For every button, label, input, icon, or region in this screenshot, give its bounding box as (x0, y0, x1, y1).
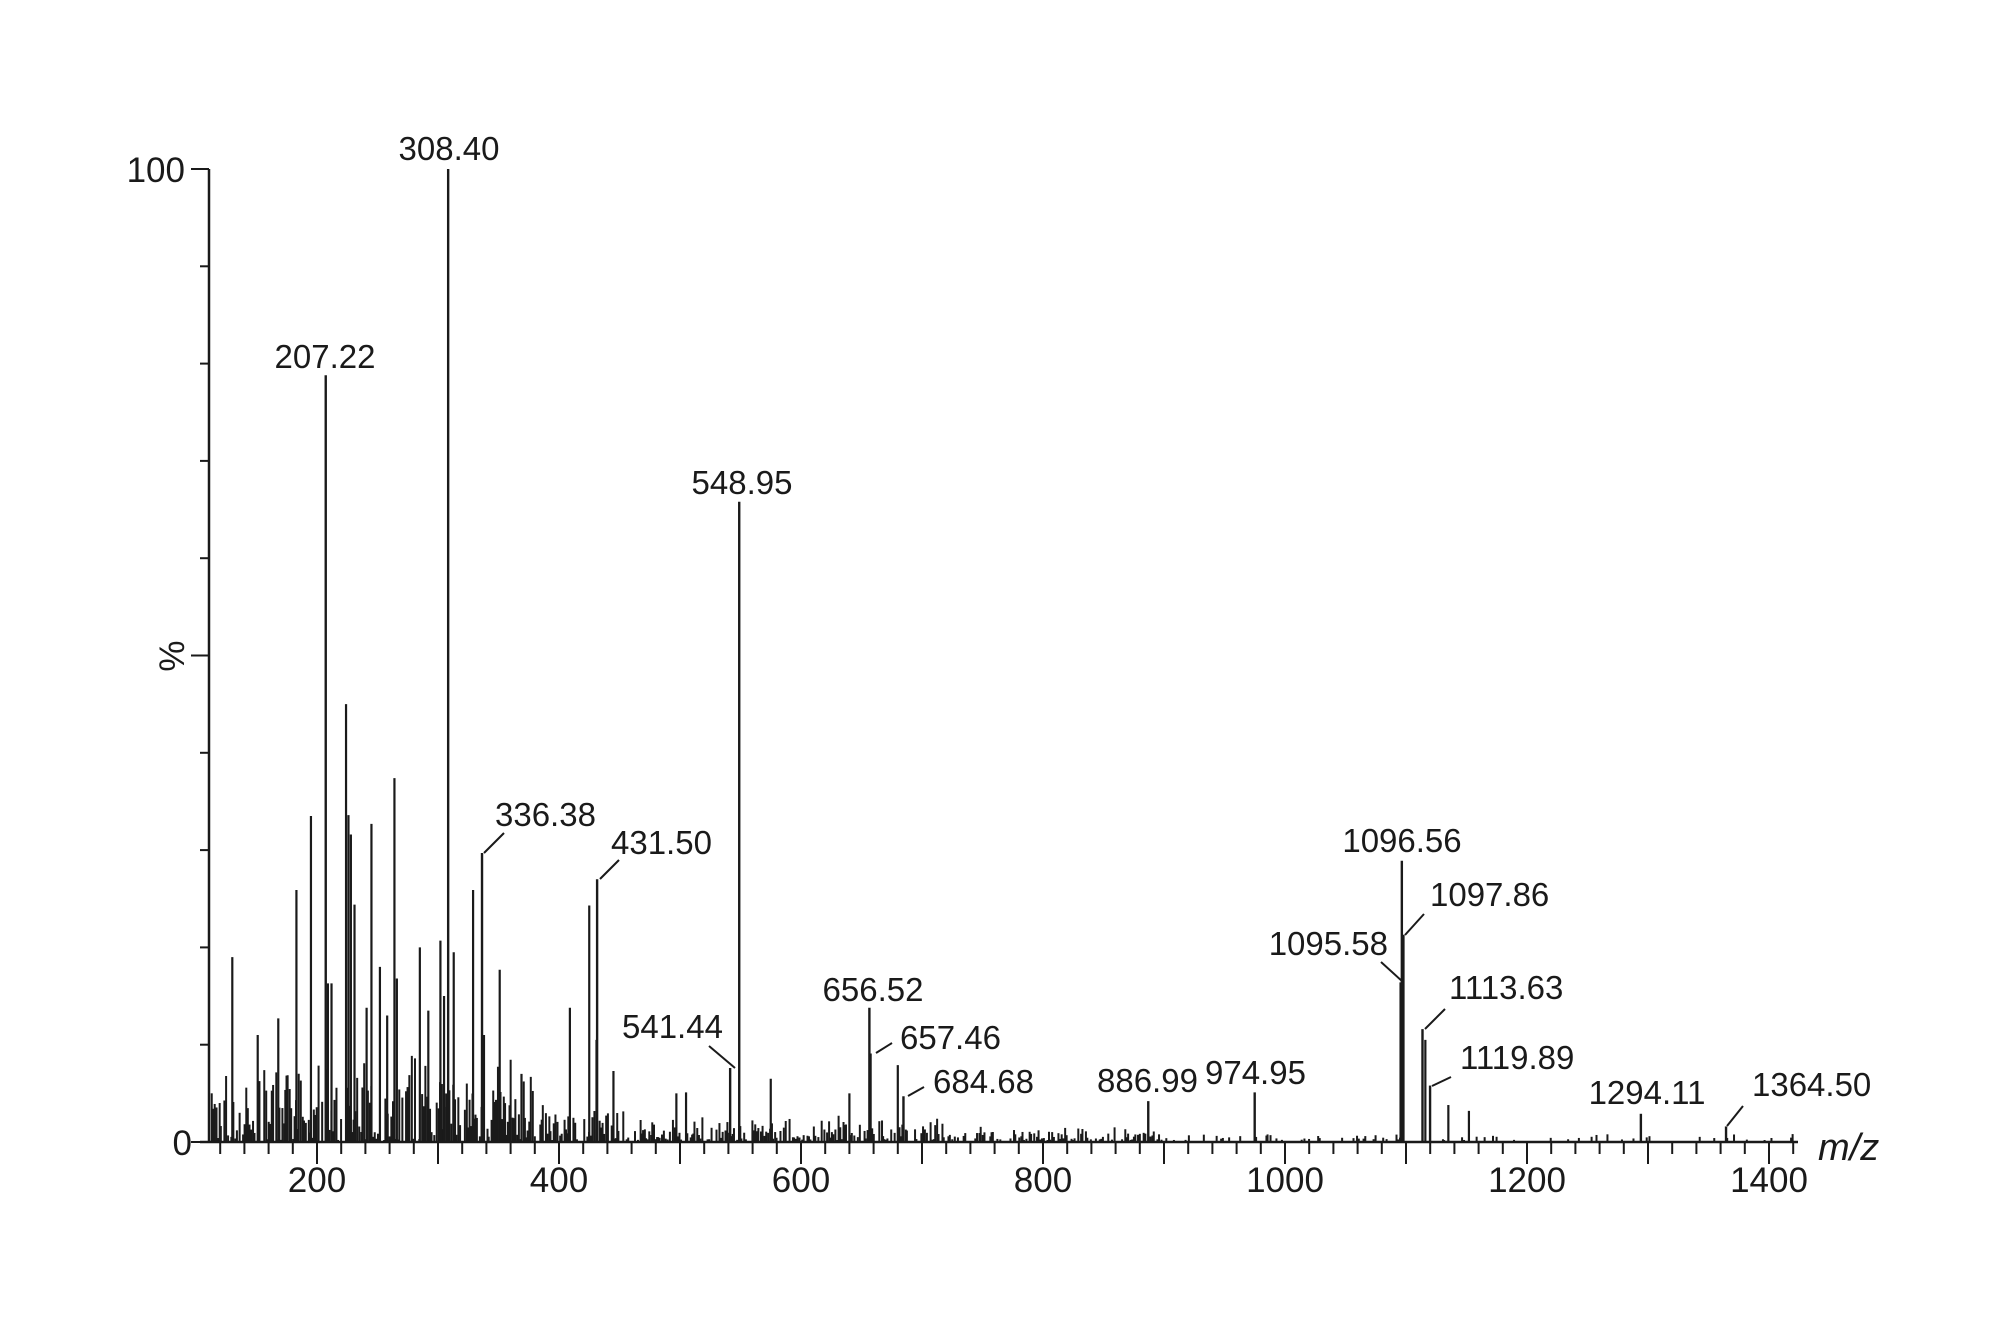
peak-label: 1294.11 (1589, 1074, 1706, 1111)
x-tick-label: 600 (772, 1161, 830, 1200)
x-tick-label: 1200 (1488, 1161, 1566, 1200)
x-tick-label: 1400 (1730, 1161, 1808, 1200)
x-axis: 200 400 600 800 1000 1200 1400 m/z (200, 1127, 1879, 1200)
y-axis: 100 0 % (127, 151, 211, 1163)
peak-label: 656.52 (823, 971, 924, 1008)
x-axis-tick-labels: 200 400 600 800 1000 1200 1400 (288, 1161, 1808, 1200)
peak-label: 1096.56 (1342, 822, 1461, 859)
peak-label: 541.44 (622, 1008, 723, 1045)
leader-line (1424, 1008, 1446, 1030)
peak-label: 1364.50 (1752, 1066, 1871, 1103)
leader-line (599, 859, 620, 880)
peak-label: 548.95 (692, 464, 793, 501)
leader-line (907, 1086, 925, 1097)
peak-label: 207.22 (275, 338, 376, 375)
peak-label: 657.46 (900, 1019, 1001, 1056)
x-tick-label: 800 (1014, 1161, 1072, 1200)
leader-line (1380, 961, 1404, 983)
x-tick-label: 200 (288, 1161, 346, 1200)
peak-label: 886.99 (1097, 1062, 1198, 1099)
peak-label: 1095.58 (1269, 925, 1388, 962)
x-tick-label: 400 (530, 1161, 588, 1200)
peak-label: 1119.89 (1460, 1039, 1574, 1076)
peak-label: 308.40 (399, 130, 500, 167)
y-axis-title: % (153, 640, 192, 671)
peaks (231, 169, 1728, 1142)
y-tick-label-100: 100 (127, 151, 185, 190)
peak-label-leaders (483, 832, 1744, 1127)
peak-label: 1097.86 (1430, 876, 1549, 913)
peak-labels: 207.22 308.40 336.38 431.50 541.44 548.95 656.… (275, 130, 1872, 1111)
peak-label: 974.95 (1205, 1054, 1306, 1091)
peak-label: 431.50 (611, 824, 712, 861)
leader-line (483, 832, 505, 854)
x-tick-label: 1000 (1246, 1161, 1324, 1200)
leader-line (708, 1045, 736, 1069)
leader-line (1431, 1076, 1452, 1087)
y-axis-ticks (191, 168, 209, 1143)
peak-label: 336.38 (495, 796, 596, 833)
leader-line (875, 1042, 893, 1054)
x-axis-title: m/z (1818, 1127, 1879, 1169)
y-tick-label-0: 0 (173, 1124, 192, 1163)
peak-label: 684.68 (933, 1063, 1034, 1100)
peak-label: 1113.63 (1449, 969, 1563, 1006)
leader-line (1726, 1105, 1744, 1127)
x-axis-ticks (219, 1142, 1795, 1164)
leader-line (1404, 913, 1425, 936)
